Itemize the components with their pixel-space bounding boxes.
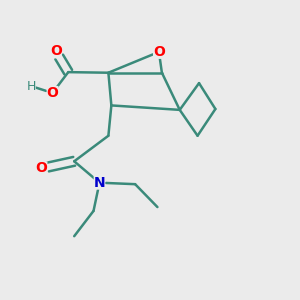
Text: O: O <box>50 44 62 58</box>
Text: O: O <box>153 45 165 59</box>
Text: H: H <box>26 80 36 93</box>
Text: O: O <box>46 86 58 100</box>
Text: O: O <box>36 161 47 176</box>
Text: N: N <box>94 176 105 190</box>
